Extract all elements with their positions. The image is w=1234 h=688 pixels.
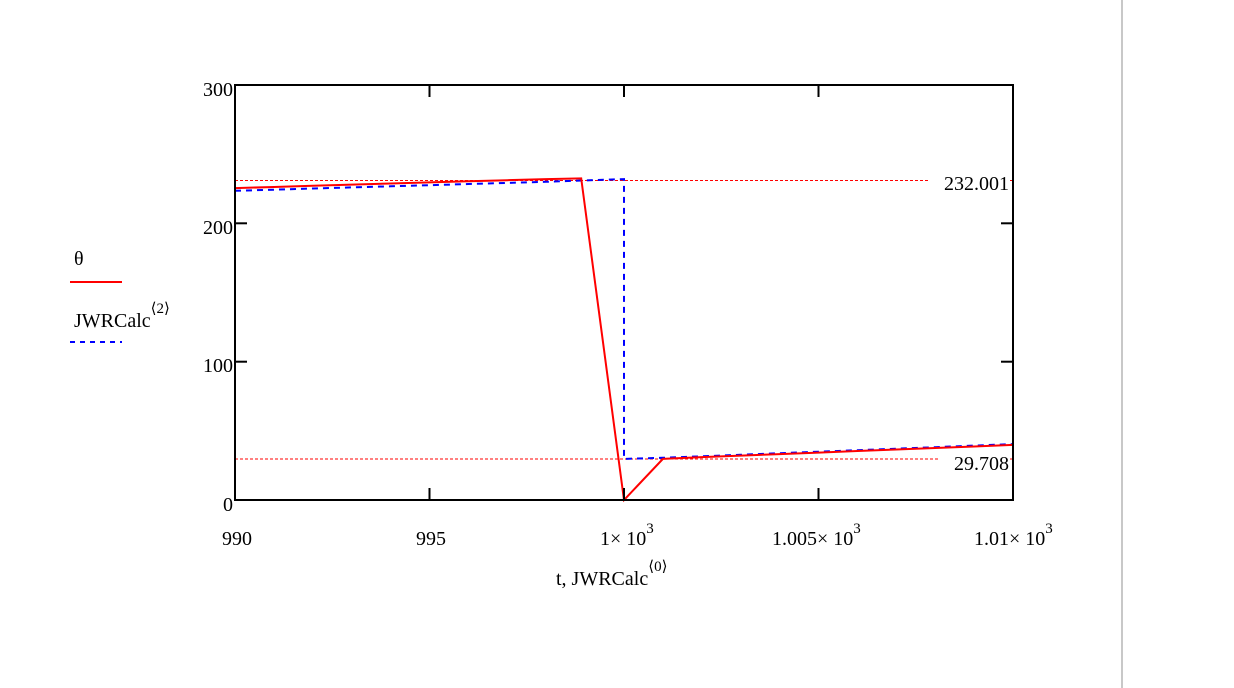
x-axis-label: t, JWRCalc⟨0⟩: [556, 559, 667, 591]
series-jwrcalc-line: [234, 178, 1014, 460]
legend-jwrcalc-text: JWRCalc: [74, 310, 151, 332]
y-ticks: [235, 85, 1013, 500]
x-tick-label: 1× 103: [600, 521, 654, 550]
legend-label-theta: θ: [74, 248, 84, 270]
plot-frame: [234, 84, 1014, 501]
marker-label-upper: 232.001: [944, 173, 1009, 195]
y-tick-label: 200: [203, 217, 233, 239]
x-axis-label-text: t, JWRCalc: [556, 568, 649, 590]
x-tick-label: 1.005× 103: [772, 521, 861, 550]
legend-jwrcalc-sup: ⟨2⟩: [150, 301, 170, 317]
page-divider: [1121, 0, 1123, 688]
marker-label-lower: 29.708: [954, 453, 1009, 475]
legend-label-jwrcalc: JWRCalc⟨2⟩: [74, 301, 170, 333]
y-tick-label: 0: [223, 494, 233, 516]
y-tick-label: 300: [203, 79, 233, 101]
x-axis-label-sup: ⟨0⟩: [648, 559, 668, 575]
x-tick-label: 1.01× 103: [974, 521, 1053, 550]
x-tick-label: 990: [222, 528, 252, 550]
y-tick-label: 100: [203, 355, 233, 377]
x-tick-label: 995: [416, 528, 446, 550]
